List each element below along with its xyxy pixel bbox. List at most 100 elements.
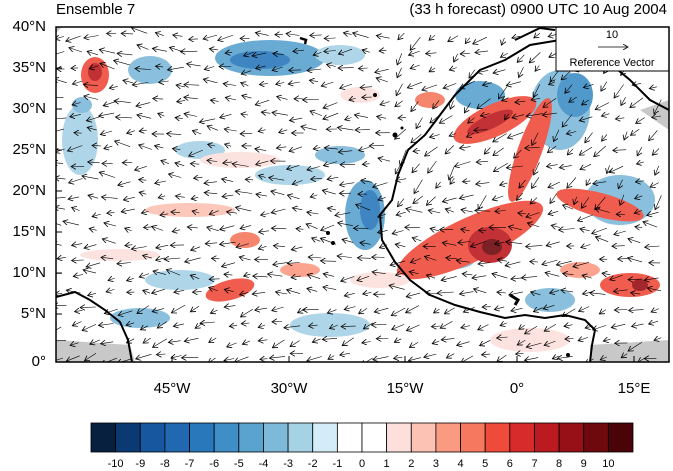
wind-vector [56,223,62,226]
wind-vector [153,338,168,348]
wind-vector [497,354,507,362]
wind-vector [255,308,268,310]
wind-vector [480,114,490,116]
wind-vector [494,162,508,171]
wind-vector [468,117,475,123]
colorbar-tick-label: -3 [283,458,293,470]
wind-vector [410,258,422,262]
wind-vector [360,243,371,245]
wind-vector [114,101,131,103]
colorbar-tick-label: -8 [160,458,170,470]
wind-vector [210,310,218,313]
colorbar-tick-label: 2 [408,458,415,470]
wind-vector [242,95,252,98]
wind-vector [614,310,628,311]
wind-vector [286,34,300,36]
wind-vector [139,145,152,150]
colorbar-swatch [558,422,585,453]
wind-vector [398,32,405,40]
wind-vector [497,292,506,293]
wind-vector [440,320,453,328]
wind-vector [428,210,441,213]
wind-vector [559,165,572,167]
wind-vector [506,166,524,168]
wind-vector [338,48,353,54]
wind-vector [614,84,624,99]
wind-vector [493,133,507,142]
colorbar-swatch [189,422,215,453]
wind-vector [222,263,236,267]
wind-vector [618,179,622,189]
wind-vector [303,309,319,310]
wind-vector [556,261,572,265]
wind-vector [392,231,404,234]
lat-tick-label: 30°N [12,100,46,117]
wind-vector [272,67,283,71]
wind-vector [464,102,471,113]
wind-vector [434,309,440,313]
wind-vector [72,260,84,261]
wind-vector [341,276,355,281]
wind-vector [161,160,169,163]
wind-vector [137,45,149,50]
wind-vector [137,115,152,119]
wind-vector [557,356,573,358]
wind-vector [554,129,560,142]
wind-vector [501,53,508,57]
wind-vector [526,212,540,218]
wind-vector [220,242,236,244]
wind-vector [192,131,202,135]
wind-vector [152,226,164,230]
wind-vector [531,98,541,100]
wind-vector [506,242,523,244]
wind-vector [396,83,403,96]
wind-vector [307,167,320,170]
wind-vector [324,51,336,52]
wind-vector [168,67,184,70]
colorbar-swatch [410,422,437,453]
wind-vector [225,144,232,146]
wind-vector [428,160,437,173]
wind-vector [573,262,590,267]
wind-vector [193,292,202,293]
wind-vector [310,35,322,36]
wind-vector [548,34,557,36]
wind-vector [531,292,541,295]
wind-vector [500,323,508,326]
wind-vector [310,111,323,116]
wind-vector [232,164,249,167]
wind-vector [506,82,521,86]
wind-vector [599,310,606,314]
wind-vector [342,337,354,346]
wind-vector [121,209,135,212]
wind-vector [534,33,541,38]
wind-vector [335,213,351,216]
wind-vector [209,211,219,215]
reference-vector-value: 10 [606,29,618,41]
wind-vector [340,183,355,185]
wind-vector [416,117,423,129]
wind-vector [360,87,373,88]
wind-vector [548,145,557,153]
wind-vector [84,36,99,39]
wind-vector [270,356,286,358]
wind-vector [482,354,491,355]
wind-vector [610,274,623,280]
wind-vector [244,274,251,276]
wind-vector [497,337,508,338]
wind-vector [327,208,337,210]
wind-vector [180,51,198,52]
colorbar-swatch [336,422,363,453]
colorbar-tick-label: -5 [233,458,244,470]
wind-vector [210,100,219,101]
wind-vector [422,84,438,90]
wind-vector [322,190,336,194]
wind-vector [478,324,489,330]
colorbar-swatch [509,422,535,453]
wind-vector [117,358,133,362]
wind-vector [184,114,198,117]
wind-vector [562,114,573,128]
wind-vector [449,68,457,70]
wind-vector [227,343,237,347]
wind-vector [574,196,577,205]
